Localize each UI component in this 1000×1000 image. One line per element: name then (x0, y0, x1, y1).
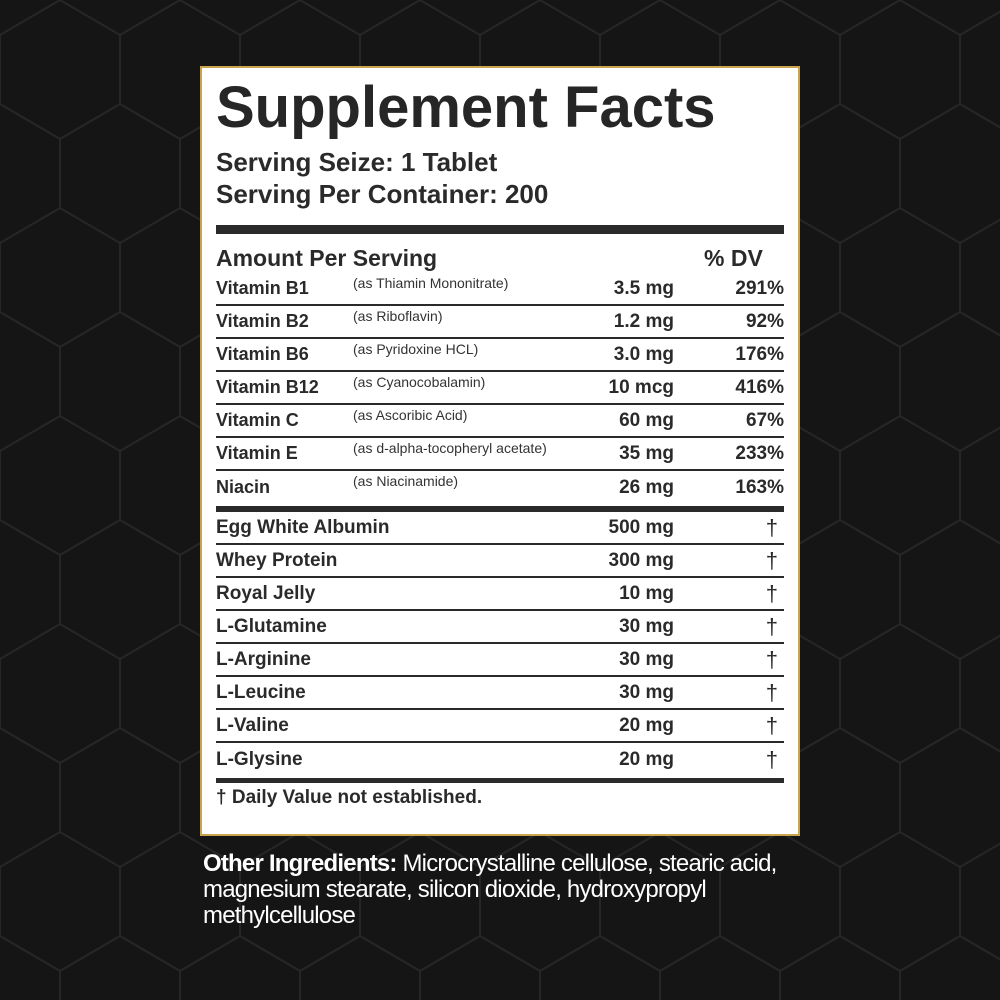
nutrient-name: Vitamin B12 (216, 377, 319, 397)
nutrient-amount: 35 mg (619, 442, 674, 464)
table-header: Amount Per Serving % DV (216, 234, 784, 273)
ingredient-name: L-Arginine (216, 648, 311, 670)
ingredient-name: L-Leucine (216, 681, 306, 703)
table-row: Vitamin B12 (as Cyanocobalamin) 10 mcg 4… (216, 372, 784, 405)
ingredient-amount: 10 mg (619, 582, 674, 604)
nutrient-source: (as Thiamin Mononitrate) (353, 275, 509, 291)
vitamin-table: Vitamin B1 (as Thiamin Mononitrate) 3.5 … (216, 273, 784, 504)
nutrient-amount: 60 mg (619, 409, 674, 431)
ingredient-amount: 500 mg (608, 516, 674, 538)
dagger-symbol: † (765, 679, 778, 705)
ingredient-name: L-Glysine (216, 748, 303, 770)
table-row: Vitamin B1 (as Thiamin Mononitrate) 3.5 … (216, 273, 784, 306)
panel-title: Supplement Facts (216, 75, 716, 140)
nutrient-dv: 92% (745, 310, 784, 332)
dagger-symbol: † (765, 646, 778, 672)
nutrient-amount: 1.2 mg (613, 310, 674, 332)
medium-divider (216, 506, 784, 512)
nutrient-source: (as Pyridoxine HCL) (353, 341, 479, 357)
ingredient-name: Royal Jelly (216, 582, 316, 604)
table-row: Vitamin B2 (as Riboflavin) 1.2 mg 92% (216, 306, 784, 339)
dagger-symbol: † (765, 547, 778, 573)
supplement-facts-panel: Supplement Facts Serving Seize: 1 Tablet… (200, 66, 800, 836)
nutrient-source: (as Ascoribic Acid) (353, 407, 468, 423)
nutrient-dv: 163% (735, 476, 784, 498)
nutrient-name: Vitamin E (216, 443, 298, 463)
nutrient-name: Vitamin B1 (216, 278, 309, 298)
ingredient-amount: 300 mg (608, 549, 674, 571)
header-amount-per-serving: Amount Per Serving (216, 245, 438, 271)
table-row: Whey Protein 300 mg † (216, 545, 784, 578)
other-ingredients-label: Other Ingredients: (203, 850, 397, 877)
thick-divider (216, 225, 784, 234)
table-row: L-Valine 20 mg † (216, 710, 784, 743)
ingredient-name: L-Glutamine (216, 615, 327, 637)
table-row: Royal Jelly 10 mg † (216, 578, 784, 611)
nutrient-dv: 233% (735, 442, 784, 464)
nutrient-dv: 176% (735, 343, 784, 365)
nutrient-name: Vitamin B2 (216, 311, 309, 331)
ingredient-amount: 30 mg (619, 648, 674, 670)
ingredient-name: L-Valine (216, 714, 289, 736)
table-row: Vitamin C (as Ascoribic Acid) 60 mg 67% (216, 405, 784, 438)
nutrient-source: (as Niacinamide) (353, 473, 459, 489)
ingredient-name: Whey Protein (216, 549, 338, 571)
table-row: Vitamin E (as d-alpha-tocopheryl acetate… (216, 438, 784, 471)
table-row: L-Arginine 30 mg † (216, 644, 784, 677)
nutrient-dv: 291% (735, 277, 784, 299)
other-ingredients-table: Egg White Albumin 500 mg † Whey Protein … (216, 512, 784, 776)
header-daily-value: % DV (704, 245, 763, 271)
other-ingredients-text: Microcrystalline cellulose, stearic acid… (203, 850, 777, 929)
nutrient-name: Vitamin C (216, 410, 299, 430)
table-row: L-Leucine 30 mg † (216, 677, 784, 710)
ingredient-amount: 30 mg (619, 681, 674, 703)
other-ingredients: Other Ingredients: Microcrystalline cell… (203, 851, 823, 929)
nutrient-name: Vitamin B6 (216, 344, 309, 364)
footnote: † Daily Value not established. (216, 787, 483, 808)
dagger-symbol: † (765, 580, 778, 606)
table-row: Vitamin B6 (as Pyridoxine HCL) 3.0 mg 17… (216, 339, 784, 372)
nutrient-amount: 26 mg (619, 476, 674, 498)
nutrient-amount: 3.0 mg (613, 343, 674, 365)
dagger-symbol: † (765, 613, 778, 639)
nutrient-amount: 10 mcg (608, 376, 674, 398)
dagger-symbol: † (765, 746, 778, 772)
ingredient-amount: 20 mg (619, 748, 674, 770)
dagger-symbol: † (765, 514, 778, 540)
nutrient-dv: 67% (745, 409, 784, 431)
table-row: L-Glutamine 30 mg † (216, 611, 784, 644)
table-row: Egg White Albumin 500 mg † (216, 512, 784, 545)
table-row: L-Glysine 20 mg † (216, 743, 784, 776)
nutrient-dv: 416% (735, 376, 784, 398)
nutrient-source: (as Cyanocobalamin) (353, 374, 486, 390)
table-row: Niacin (as Niacinamide) 26 mg 163% (216, 471, 784, 504)
bottom-divider (216, 778, 784, 783)
nutrient-amount: 3.5 mg (613, 277, 674, 299)
ingredient-amount: 30 mg (619, 615, 674, 637)
nutrient-source: (as Riboflavin) (353, 308, 443, 324)
dagger-symbol: † (765, 712, 778, 738)
nutrient-name: Niacin (216, 477, 271, 497)
nutrient-source: (as d-alpha-tocopheryl acetate) (353, 440, 547, 456)
serving-size: Serving Seize: 1 Tablet (216, 147, 498, 177)
ingredient-amount: 20 mg (619, 714, 674, 736)
ingredient-name: Egg White Albumin (216, 516, 390, 538)
servings-per-container: Serving Per Container: 200 (216, 179, 549, 209)
